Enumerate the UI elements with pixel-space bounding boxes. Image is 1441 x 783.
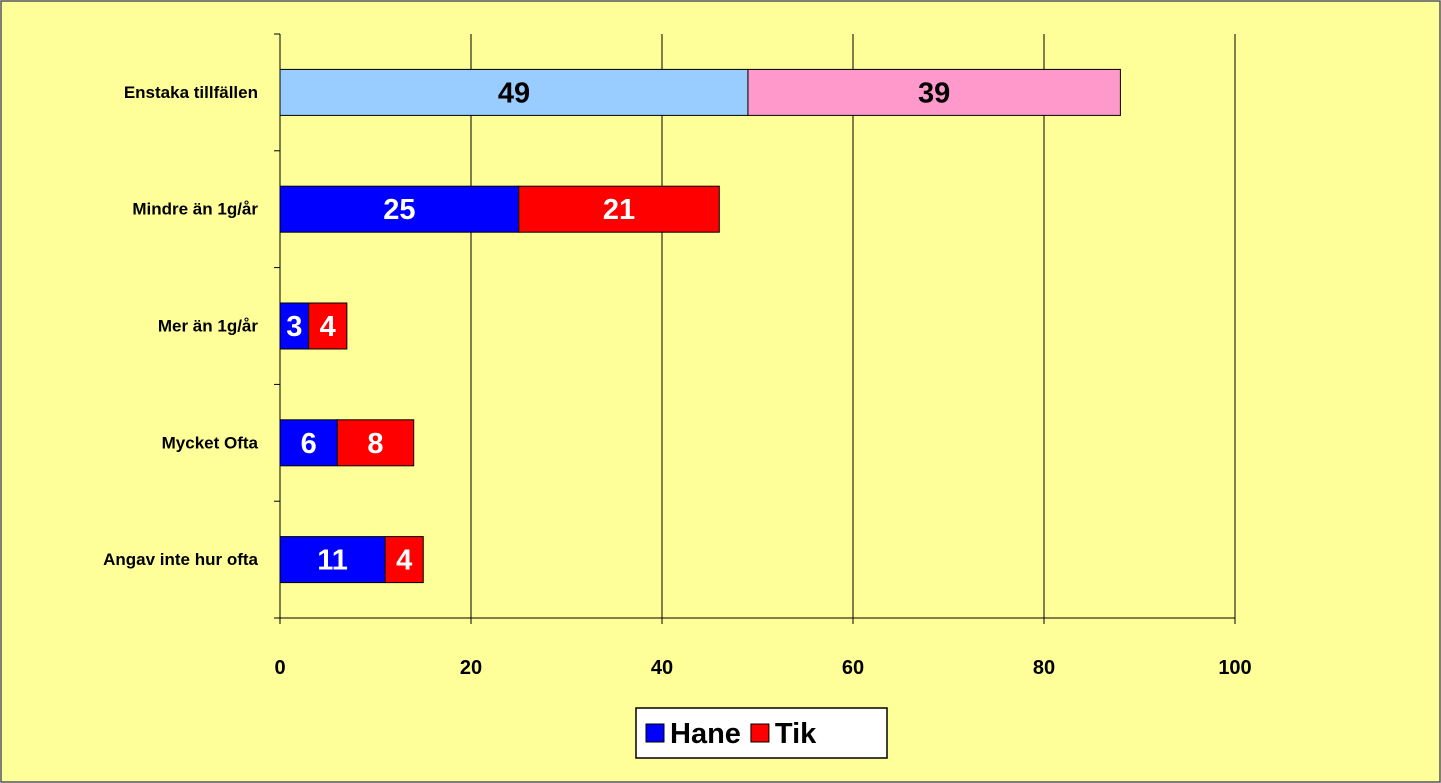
legend-label: Tik — [775, 718, 817, 750]
x-tick-label: 20 — [460, 657, 482, 679]
data-label: 8 — [367, 428, 383, 460]
x-tick-label: 40 — [651, 657, 673, 679]
legend-label: Hane — [670, 718, 741, 750]
data-label: 4 — [320, 311, 336, 343]
bar — [279, 536, 386, 584]
data-label: 39 — [918, 77, 950, 109]
data-label: 21 — [603, 194, 635, 226]
data-label: 6 — [301, 428, 317, 460]
x-tick-label: 0 — [274, 657, 285, 679]
bar — [518, 185, 720, 233]
data-label: 25 — [383, 194, 415, 226]
bar — [384, 536, 424, 584]
data-label: 11 — [317, 545, 348, 577]
bar — [279, 419, 338, 467]
bar — [747, 68, 1121, 116]
y-tick-label: Enstaka tillfällen — [124, 83, 258, 102]
y-tick-label: Mer än 1g/år — [158, 317, 259, 336]
data-label: 4 — [396, 545, 412, 577]
bar — [308, 302, 348, 350]
x-tick-label: 60 — [842, 657, 864, 679]
legend-swatch — [645, 723, 665, 743]
y-tick-label: Angav inte hur ofta — [103, 550, 258, 569]
data-label: 49 — [498, 77, 530, 109]
x-tick-label: 80 — [1033, 657, 1055, 679]
bar — [279, 68, 749, 116]
bar — [279, 302, 310, 350]
y-tick-label: Mycket Ofta — [162, 433, 259, 452]
legend-swatch — [750, 723, 770, 743]
data-label: 3 — [286, 311, 302, 343]
y-tick-label: Mindre än 1g/år — [132, 200, 258, 219]
x-tick-label: 100 — [1218, 657, 1251, 679]
bar — [336, 419, 415, 467]
